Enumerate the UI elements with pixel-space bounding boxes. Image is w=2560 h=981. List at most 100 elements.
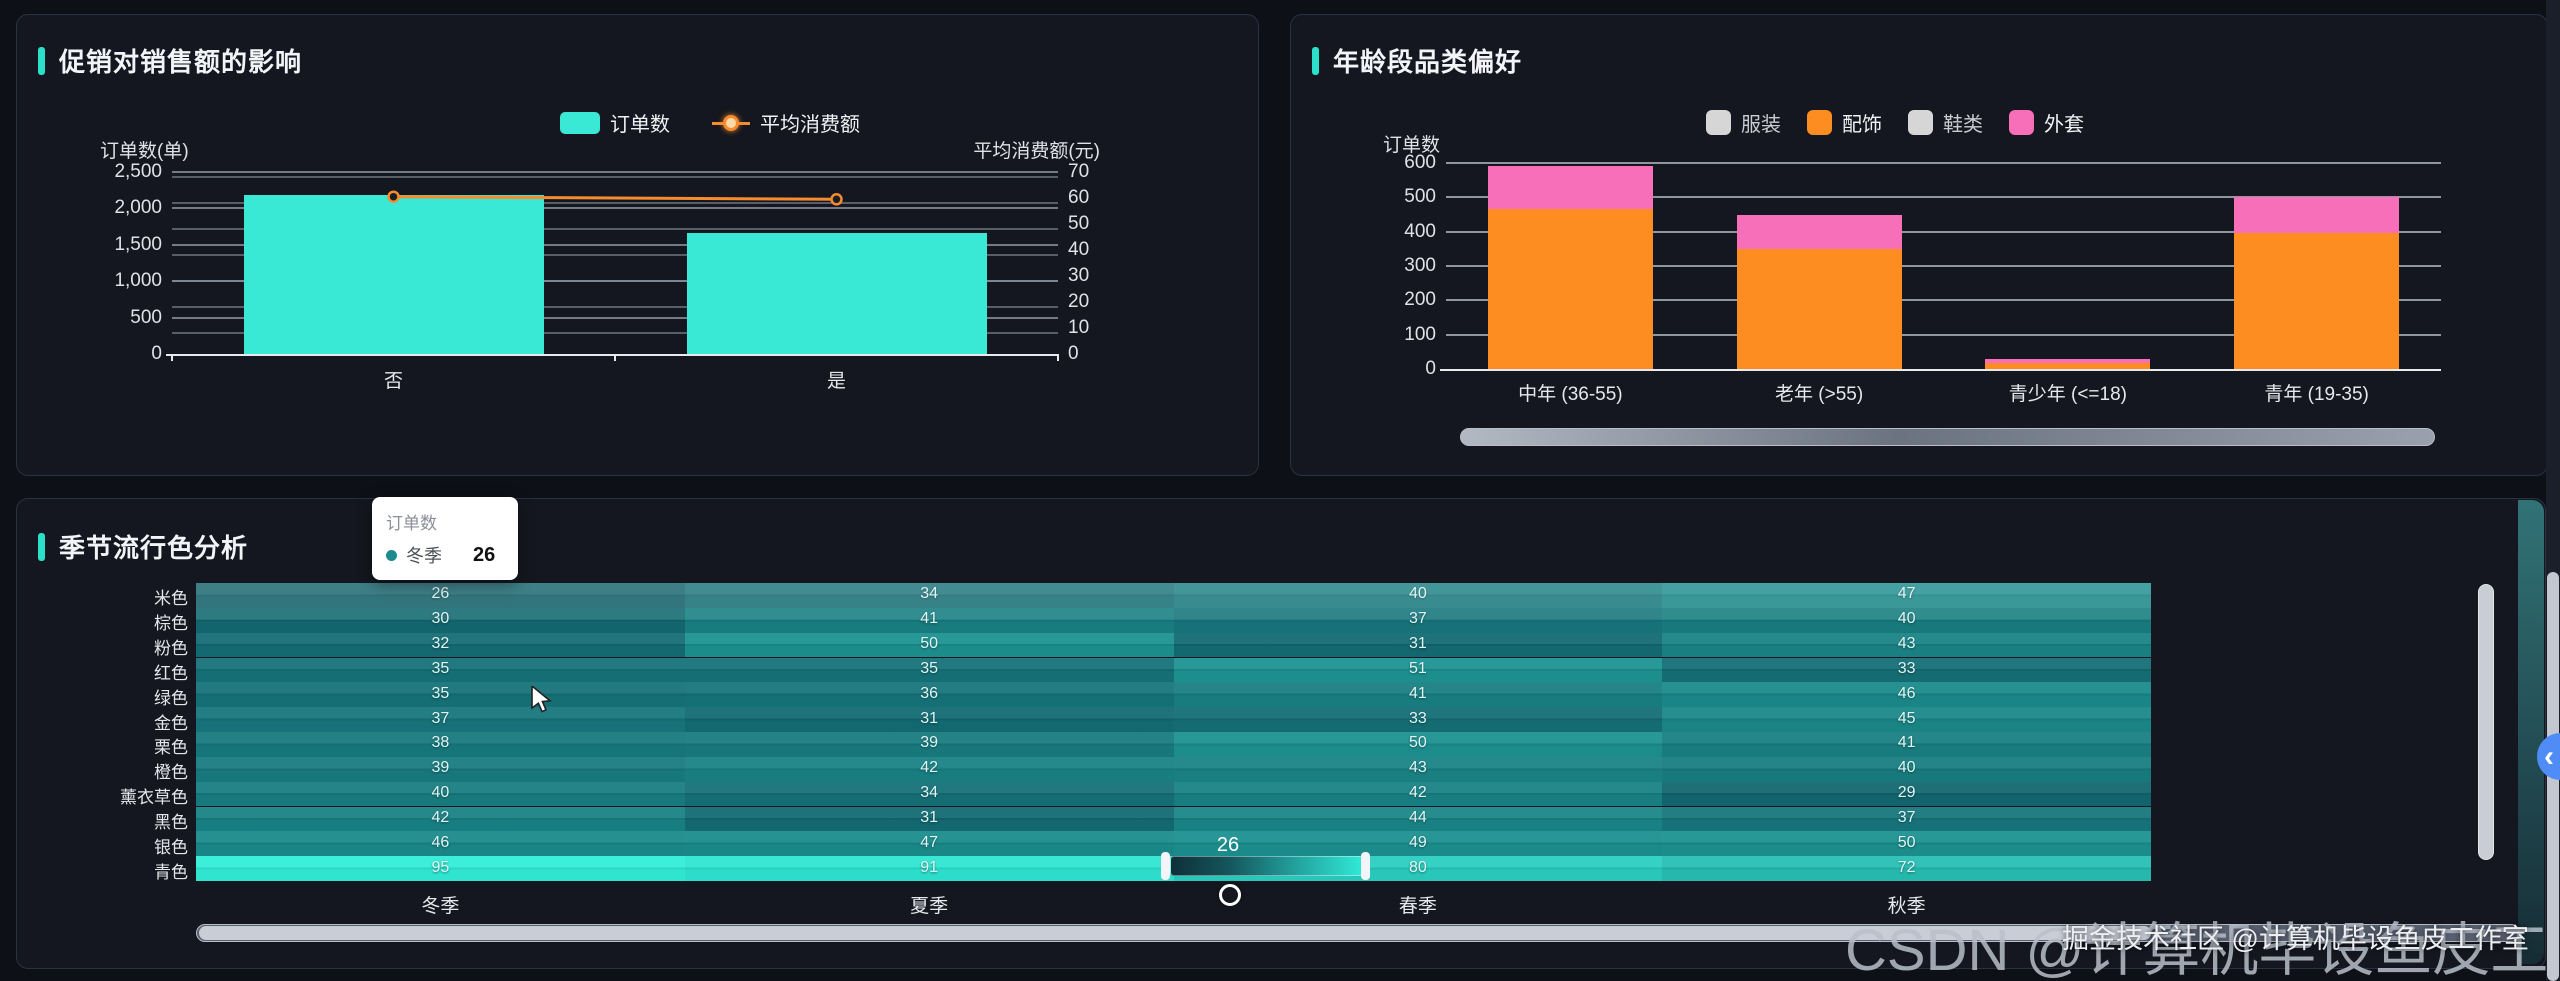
visualmap-left-handle[interactable] <box>1161 852 1170 880</box>
heatmap-cell[interactable] <box>1173 632 1663 658</box>
age-gridline <box>1446 230 2441 233</box>
heatmap-cell[interactable] <box>1662 607 2151 633</box>
legend-item-line[interactable]: 平均消费额 <box>712 108 860 137</box>
heatmap-cell[interactable] <box>1173 583 1663 608</box>
age-ytick: 200 <box>1404 289 1436 311</box>
heatmap-cell[interactable] <box>684 806 1174 832</box>
heatmap-cell[interactable] <box>1662 806 2151 832</box>
age-yaxis-name: 订单数 <box>1382 135 1440 156</box>
age-xlabel: 中年 (36-55) <box>1518 384 1623 405</box>
legend-item-disabled[interactable]: 鞋类 <box>1908 108 1983 137</box>
heatmap-cell[interactable] <box>1173 732 1663 757</box>
heatmap-cell-value: 41 <box>1897 734 1916 752</box>
collapse-chevron-button[interactable]: ‹ <box>2537 733 2560 780</box>
heatmap-cell[interactable] <box>1173 657 1663 683</box>
visualmap-indicator-ring[interactable] <box>1219 884 1241 906</box>
age-stacked-bar-segment[interactable] <box>1985 362 2151 369</box>
promo-gridline-left <box>172 243 1058 246</box>
heatmap-cell[interactable] <box>684 856 1174 881</box>
heatmap-cell[interactable] <box>684 682 1174 708</box>
heatmap-cell[interactable] <box>1662 856 2151 881</box>
age-stacked-bar-segment[interactable] <box>1736 248 1902 369</box>
promo-gridline-left <box>172 171 1058 173</box>
heatmap-cell[interactable] <box>684 607 1174 633</box>
heatmap-cell[interactable] <box>1662 682 2151 708</box>
heatmap-cell[interactable] <box>684 756 1174 782</box>
promo-line-point[interactable] <box>830 193 843 206</box>
promo-line-series <box>387 190 843 206</box>
age-stacked-bar-segment[interactable] <box>1487 209 1653 369</box>
legend-swatch <box>1706 110 1731 135</box>
season-vscroll-thumb[interactable] <box>2478 584 2494 860</box>
heatmap-cell[interactable] <box>684 831 1174 857</box>
legend-label: 订单数 <box>610 114 670 136</box>
legend-label: 服装 <box>1741 114 1781 136</box>
heatmap-cell-value: 37 <box>1408 610 1427 628</box>
age-stacked-bar-segment[interactable] <box>2234 233 2400 369</box>
heatmap-cell[interactable] <box>196 682 685 708</box>
promo-xaxis-tick <box>1057 354 1059 361</box>
season-visualmap-bar[interactable] <box>1170 856 1366 876</box>
heatmap-cell[interactable] <box>1173 756 1663 782</box>
age-stacked-bar-segment[interactable] <box>1985 358 2151 363</box>
age-title: 年龄段品类偏好 <box>1312 42 1522 79</box>
heatmap-cell[interactable] <box>1173 607 1663 633</box>
season-hscroll-thumb[interactable] <box>199 926 2151 940</box>
heatmap-cell[interactable] <box>196 732 685 757</box>
heatmap-cell[interactable] <box>684 732 1174 757</box>
heatmap-cell[interactable] <box>1662 831 2151 857</box>
heatmap-cell[interactable] <box>1662 583 2151 608</box>
heatmap-cell-value: 41 <box>1408 684 1427 702</box>
heatmap-cell-value: 47 <box>920 833 939 851</box>
heatmap-cell[interactable] <box>196 756 685 782</box>
page-scrollbar-track[interactable] <box>2546 0 2560 981</box>
heatmap-cell[interactable] <box>196 806 685 832</box>
visualmap-right-handle[interactable] <box>1361 852 1370 880</box>
age-stacked-bar-segment[interactable] <box>1736 214 1902 249</box>
heatmap-cell[interactable] <box>1173 831 1663 857</box>
legend-item-disabled[interactable]: 服装 <box>1706 108 1781 137</box>
heatmap-cell[interactable] <box>1173 707 1663 732</box>
heatmap-cell[interactable] <box>1173 781 1663 807</box>
heatmap-cell[interactable] <box>196 856 685 881</box>
age-stacked-bar-segment[interactable] <box>1487 166 1653 210</box>
heatmap-cell[interactable] <box>1662 657 2151 683</box>
heatmap-cell[interactable] <box>684 583 1174 608</box>
legend-item-bar[interactable]: 订单数 <box>560 108 670 137</box>
heatmap-cell[interactable] <box>1173 806 1663 832</box>
heatmap-cell[interactable] <box>196 657 685 683</box>
heatmap-cell[interactable] <box>1662 756 2151 782</box>
promo-ytick-right: 40 <box>1068 239 1090 260</box>
heatmap-cell[interactable] <box>1662 632 2151 658</box>
heatmap-cell[interactable] <box>684 781 1174 807</box>
age-datazoom-slider[interactable] <box>1460 428 2435 446</box>
heatmap-cell[interactable] <box>684 632 1174 658</box>
season-hscroll-track[interactable] <box>196 924 2520 942</box>
heatmap-cell[interactable] <box>196 632 685 658</box>
heatmap-cell[interactable] <box>684 707 1174 732</box>
heatmap-cell-value: 42 <box>431 808 450 826</box>
line-legend-swatch <box>712 112 750 134</box>
heatmap-cell[interactable] <box>196 831 685 857</box>
promo-ytick-right: 30 <box>1068 265 1090 286</box>
heatmap-cell[interactable] <box>1662 707 2151 732</box>
heatmap-cell[interactable] <box>1662 732 2151 757</box>
heatmap-cell[interactable] <box>1662 781 2151 807</box>
heatmap-cell-value: 26 <box>431 585 450 603</box>
heatmap-cell-value: 30 <box>431 610 450 628</box>
heatmap-cell-value: 46 <box>431 833 450 851</box>
age-gridline <box>1446 265 2441 267</box>
legend-item-active[interactable]: 外套 <box>2009 108 2084 137</box>
legend-item-active[interactable]: 配饰 <box>1807 108 1882 137</box>
heatmap-cell[interactable] <box>196 781 685 807</box>
promo-line-point[interactable] <box>387 190 400 203</box>
promo-bar[interactable] <box>686 233 987 354</box>
heatmap-cell[interactable] <box>1173 682 1663 708</box>
age-stacked-bar-segment[interactable] <box>2234 197 2400 234</box>
heatmap-cell[interactable] <box>196 583 685 608</box>
heatmap-cell-value: 33 <box>1897 659 1916 677</box>
heatmap-cell[interactable] <box>684 657 1174 683</box>
heatmap-cell[interactable] <box>196 607 685 633</box>
heatmap-cell[interactable] <box>196 707 685 732</box>
promo-bar[interactable] <box>243 195 544 354</box>
